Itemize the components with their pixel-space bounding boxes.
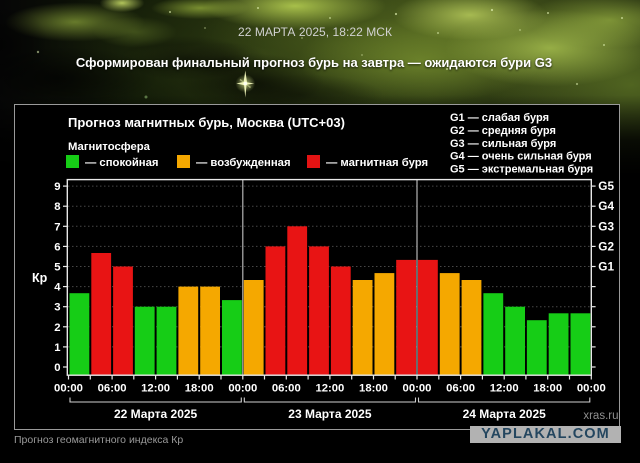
svg-text:24 Марта 2025: 24 Марта 2025 (463, 407, 547, 421)
svg-text:06:00: 06:00 (98, 383, 127, 395)
svg-text:9: 9 (54, 181, 60, 193)
svg-text:xras.ru: xras.ru (583, 410, 618, 422)
svg-text:— возбужденная: — возбужденная (196, 157, 291, 169)
svg-text:7: 7 (54, 221, 60, 233)
svg-text:0: 0 (54, 362, 60, 374)
svg-text:G1: G1 (598, 260, 614, 274)
svg-text:G1 — слабая буря: G1 — слабая буря (450, 112, 549, 124)
svg-text:G2: G2 (598, 239, 614, 253)
svg-text:00:00: 00:00 (54, 383, 83, 395)
svg-text:12:00: 12:00 (490, 383, 519, 395)
svg-text:Прогноз магнитных бурь, Москва: Прогноз магнитных бурь, Москва (UTC+03) (68, 115, 345, 130)
svg-text:12:00: 12:00 (141, 383, 170, 395)
svg-text:23 Марта 2025: 23 Марта 2025 (288, 407, 372, 421)
svg-text:06:00: 06:00 (446, 383, 475, 395)
svg-text:G2 — средняя буря: G2 — средняя буря (450, 125, 556, 137)
svg-text:G5 — экстремальная буря: G5 — экстремальная буря (450, 164, 593, 176)
svg-text:4: 4 (54, 282, 61, 294)
svg-text:18:00: 18:00 (185, 383, 214, 395)
svg-text:18:00: 18:00 (533, 383, 562, 395)
svg-text:2: 2 (54, 322, 60, 334)
svg-text:Кр: Кр (32, 271, 48, 285)
svg-text:1: 1 (54, 342, 60, 354)
svg-text:— магнитная буря: — магнитная буря (326, 157, 428, 169)
svg-text:3: 3 (54, 302, 60, 314)
svg-text:G3 — сильная буря: G3 — сильная буря (450, 138, 556, 150)
svg-text:5: 5 (54, 262, 60, 274)
svg-text:6: 6 (54, 241, 60, 253)
svg-text:22 Марта 2025: 22 Марта 2025 (114, 407, 198, 421)
svg-text:00:00: 00:00 (403, 383, 432, 395)
svg-text:18:00: 18:00 (359, 383, 388, 395)
svg-text:G5: G5 (598, 179, 614, 193)
svg-text:00:00: 00:00 (577, 383, 606, 395)
svg-text:— спокойная: — спокойная (85, 157, 159, 169)
svg-text:Магнитосфера: Магнитосфера (68, 141, 151, 153)
svg-text:G4 — очень сильная буря: G4 — очень сильная буря (450, 151, 592, 163)
svg-text:8: 8 (54, 201, 60, 213)
svg-text:12:00: 12:00 (315, 383, 344, 395)
svg-text:06:00: 06:00 (272, 383, 301, 395)
svg-text:G3: G3 (598, 219, 614, 233)
svg-text:00:00: 00:00 (228, 383, 257, 395)
svg-text:G4: G4 (598, 199, 614, 213)
